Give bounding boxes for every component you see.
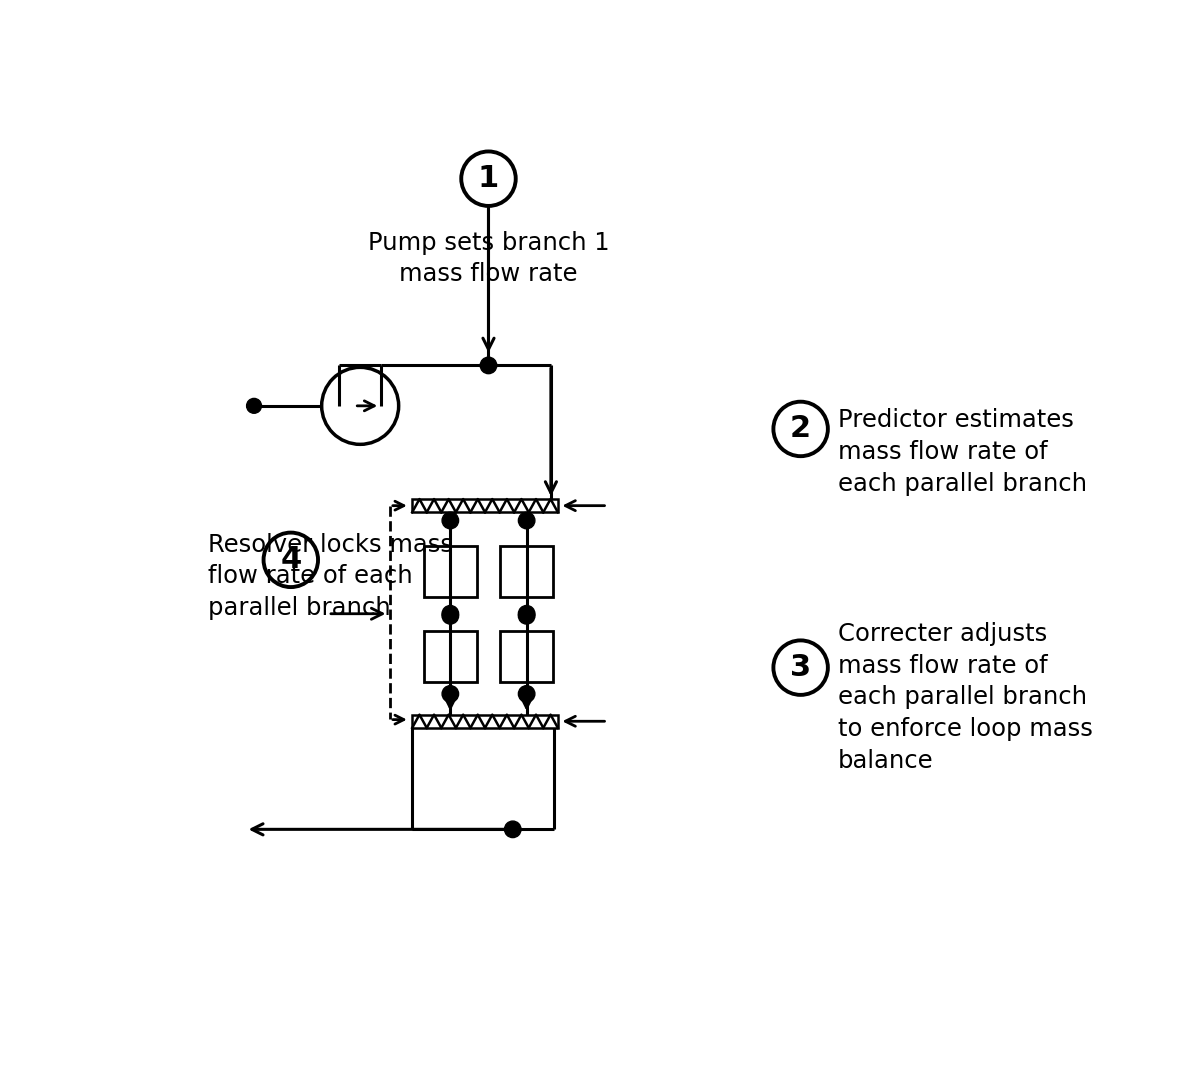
- Circle shape: [441, 606, 458, 622]
- Text: 3: 3: [790, 653, 812, 682]
- Text: Pump sets branch 1
mass flow rate: Pump sets branch 1 mass flow rate: [368, 230, 609, 286]
- Bar: [424, 630, 477, 682]
- Circle shape: [519, 606, 534, 622]
- Text: Correcter adjusts
mass flow rate of
each parallel branch
to enforce loop mass
ba: Correcter adjusts mass flow rate of each…: [838, 622, 1092, 773]
- Circle shape: [481, 357, 496, 374]
- Bar: [412, 715, 558, 728]
- Circle shape: [441, 608, 458, 624]
- Circle shape: [246, 399, 262, 414]
- Bar: [500, 546, 553, 597]
- Circle shape: [505, 821, 521, 837]
- Text: Resolver locks mass
flow rate of each
parallel branch: Resolver locks mass flow rate of each pa…: [207, 533, 452, 620]
- Circle shape: [441, 686, 458, 702]
- Circle shape: [441, 512, 458, 528]
- Circle shape: [519, 686, 534, 702]
- Circle shape: [519, 608, 534, 624]
- Bar: [424, 546, 477, 597]
- Text: 2: 2: [790, 415, 812, 444]
- Text: Predictor estimates
mass flow rate of
each parallel branch: Predictor estimates mass flow rate of ea…: [838, 408, 1086, 495]
- Text: 1: 1: [478, 164, 499, 193]
- Text: 4: 4: [280, 546, 301, 575]
- Bar: [412, 500, 558, 512]
- Bar: [500, 630, 553, 682]
- Circle shape: [519, 512, 534, 528]
